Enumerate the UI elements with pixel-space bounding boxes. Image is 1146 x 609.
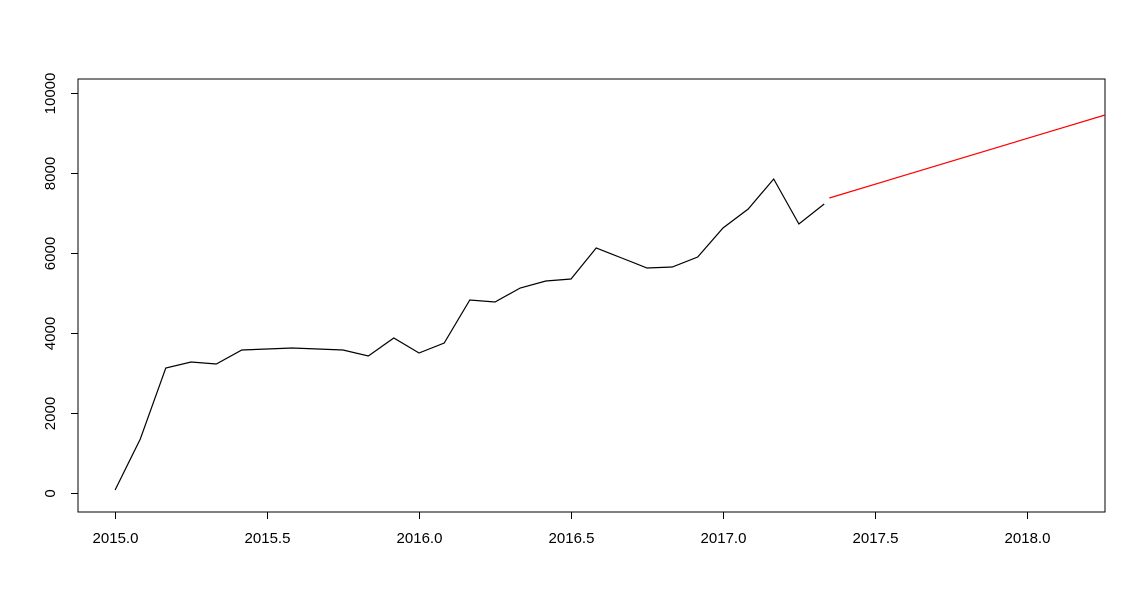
x-axis-tick-label: 2015.0 (93, 530, 139, 547)
observed-series-line (114, 177, 825, 491)
plot-border (77, 78, 1106, 513)
x-axis-tick-label: 2016.0 (397, 530, 443, 547)
y-axis-tick-label: 6000 (42, 237, 59, 270)
y-axis-tick-label: 8000 (42, 157, 59, 190)
x-axis-tick-label: 2015.5 (245, 530, 291, 547)
y-axis-tick-label: 2000 (42, 397, 59, 430)
y-axis-tick-label: 0 (42, 489, 59, 497)
forecast-series-line (829, 114, 1106, 199)
x-axis-tick-label: 2018.0 (1005, 530, 1051, 547)
x-axis-tick-label: 2017.5 (853, 530, 899, 547)
x-axis-tick-label: 2017.0 (701, 530, 747, 547)
x-axis-tick-label: 2016.5 (549, 530, 595, 547)
y-axis-tick-label: 4000 (42, 317, 59, 350)
y-axis-tick-label: 10000 (42, 73, 59, 115)
